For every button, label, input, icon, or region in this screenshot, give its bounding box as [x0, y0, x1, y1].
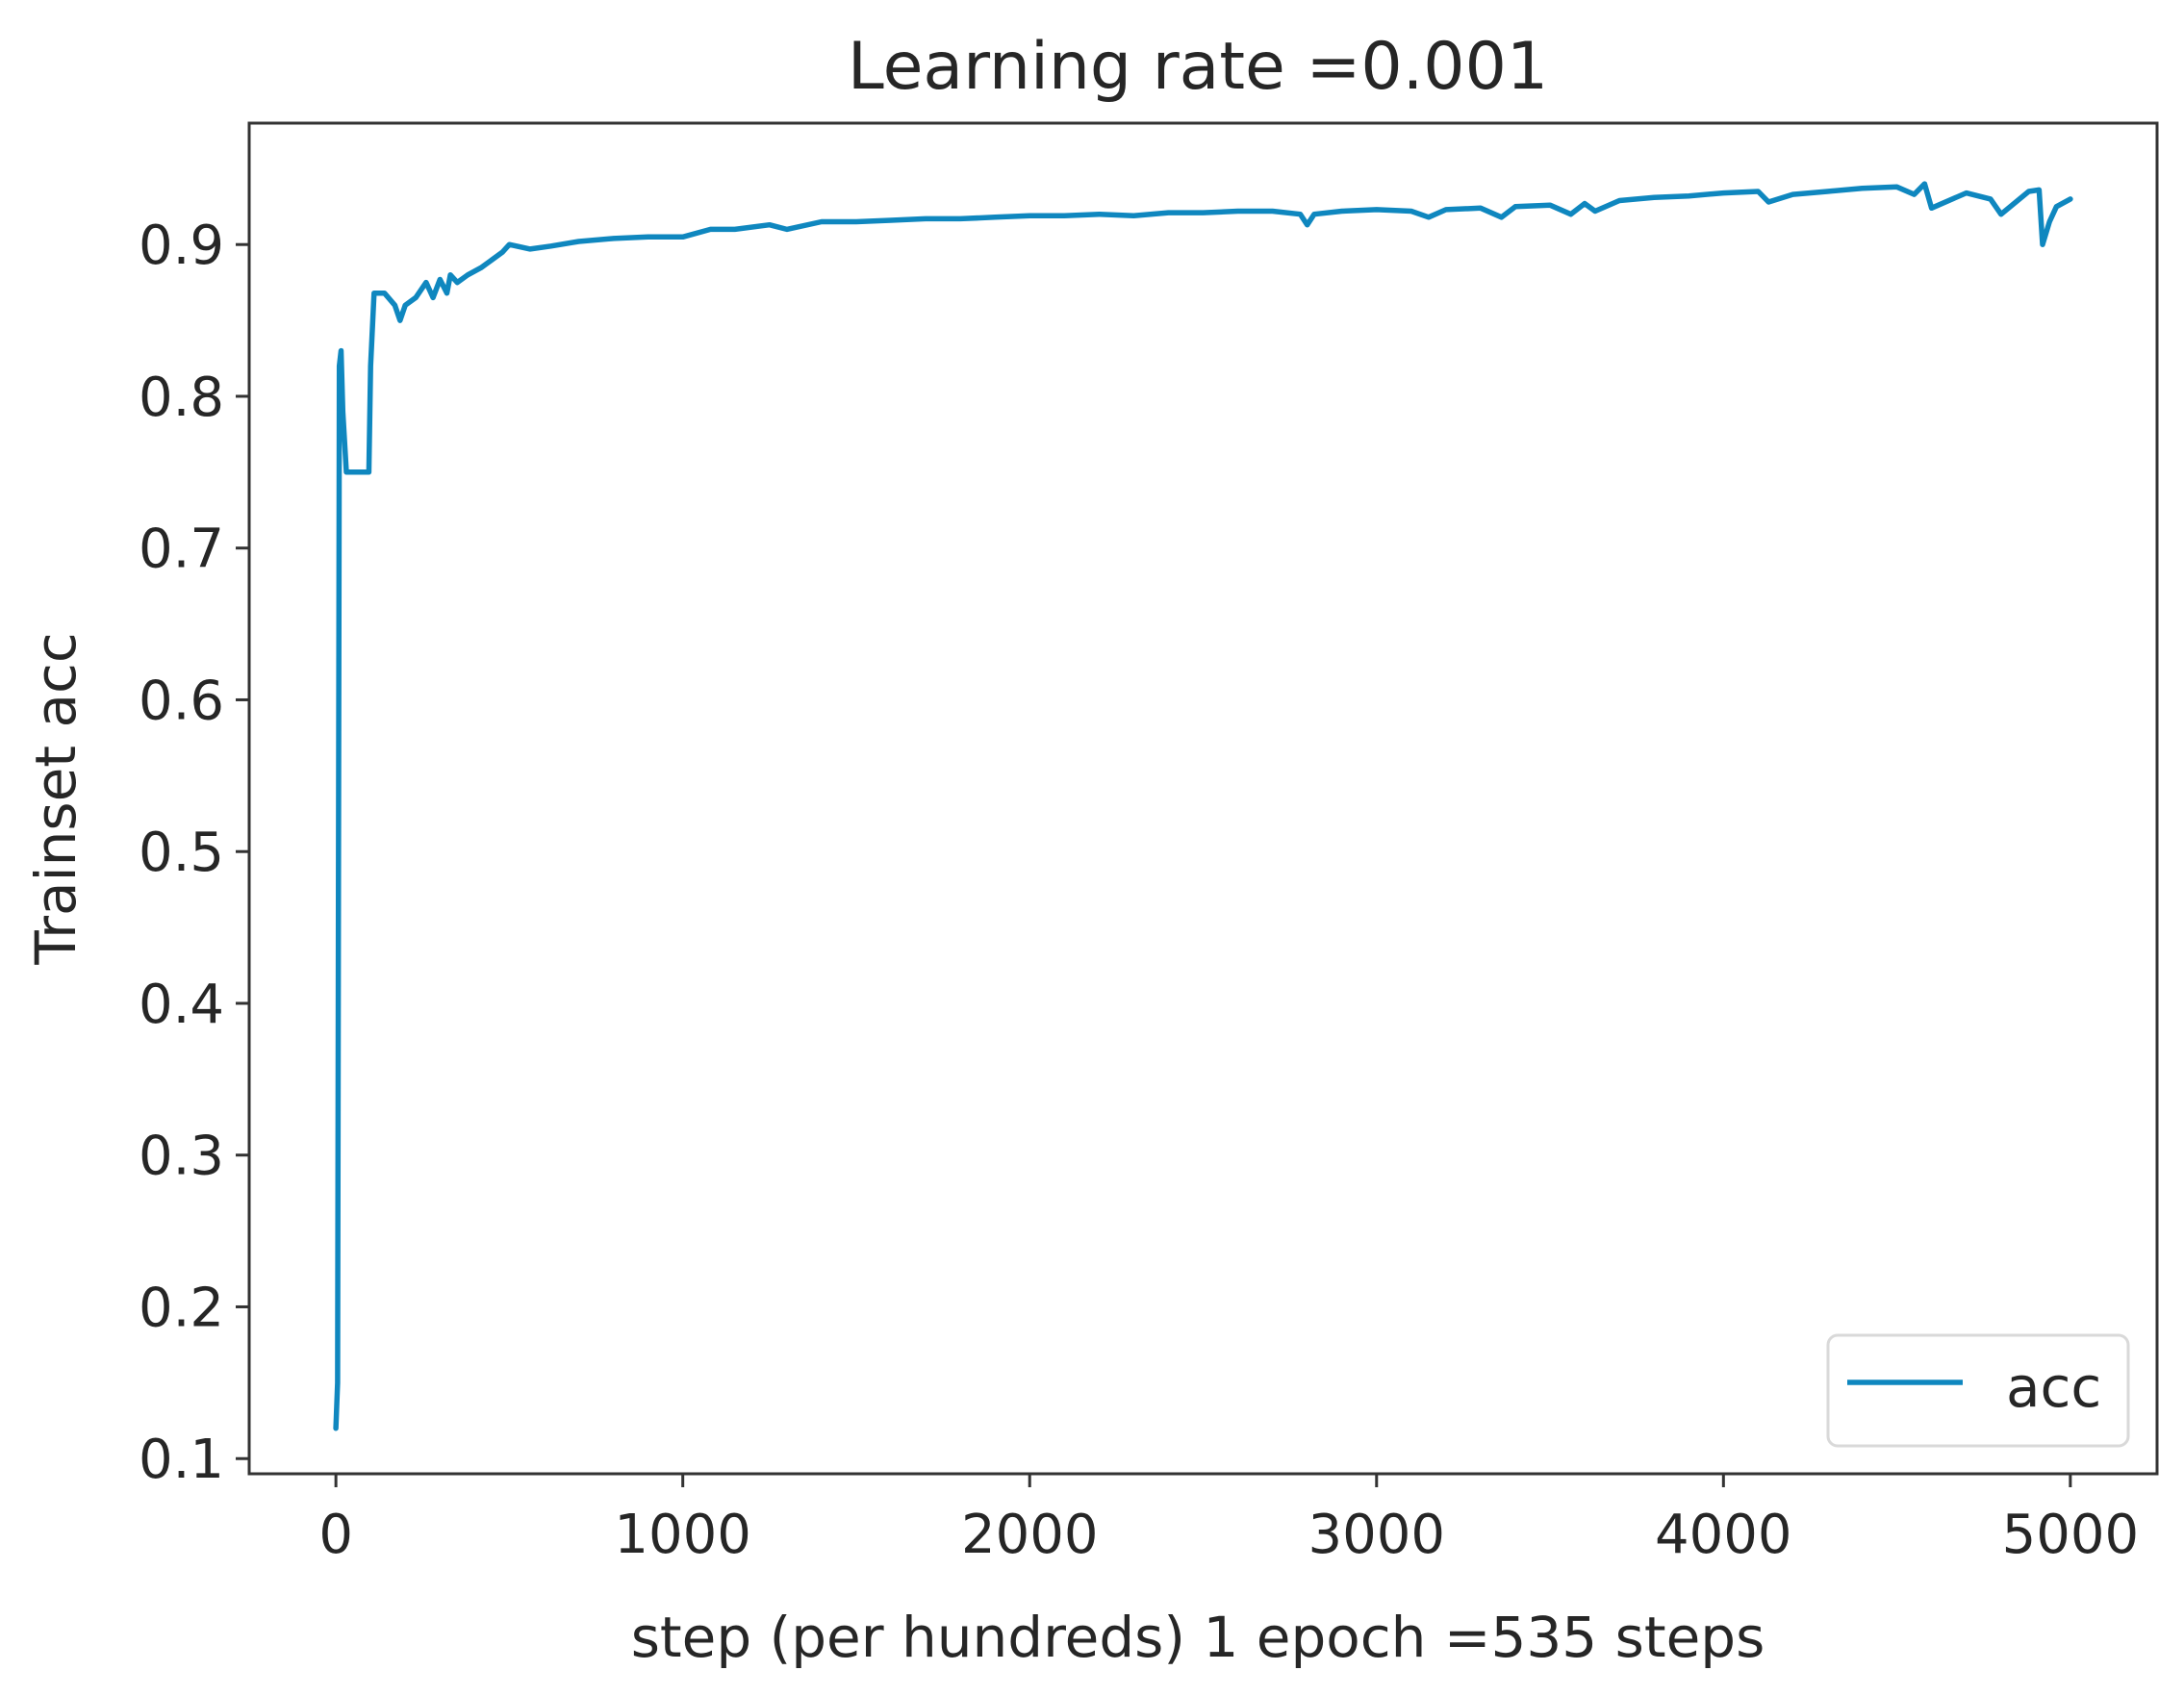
y-tick-label: 0.3 — [139, 1126, 224, 1188]
x-axis-label: step (per hundreds) 1 epoch =535 steps — [631, 1605, 1765, 1670]
series-line-acc — [333, 181, 2073, 1431]
y-tick-label: 0.9 — [139, 215, 224, 277]
x-tick-label: 0 — [318, 1504, 353, 1566]
y-tick-label: 0.4 — [139, 974, 224, 1036]
y-tick-label: 0.1 — [139, 1429, 224, 1491]
y-axis-label: Trainset acc — [23, 632, 89, 966]
y-tick-label: 0.5 — [139, 822, 224, 884]
y-tick-label: 0.6 — [139, 670, 224, 732]
y-tick-label: 0.8 — [139, 367, 224, 429]
y-tick-label: 0.7 — [139, 519, 224, 581]
legend: acc — [1826, 1333, 2130, 1448]
chart-title: Learning rate =0.001 — [848, 29, 1548, 105]
legend-box — [1826, 1333, 2130, 1448]
y-tick-label: 0.2 — [139, 1277, 224, 1339]
x-tick-label: 4000 — [1655, 1504, 1792, 1566]
x-tick-label: 1000 — [614, 1504, 751, 1566]
x-axis-ticks: 0 1000 2000 3000 4000 5000 — [318, 1474, 2139, 1566]
x-tick-label: 2000 — [961, 1504, 1099, 1566]
y-axis-ticks: 0.1 0.2 0.3 0.4 0.5 0.6 0.7 0.8 0.9 — [139, 215, 249, 1491]
x-tick-label: 3000 — [1308, 1504, 1446, 1566]
x-tick-label: 5000 — [2002, 1504, 2140, 1566]
plot-frame — [247, 121, 2159, 1476]
legend-label-acc: acc — [2006, 1354, 2101, 1420]
